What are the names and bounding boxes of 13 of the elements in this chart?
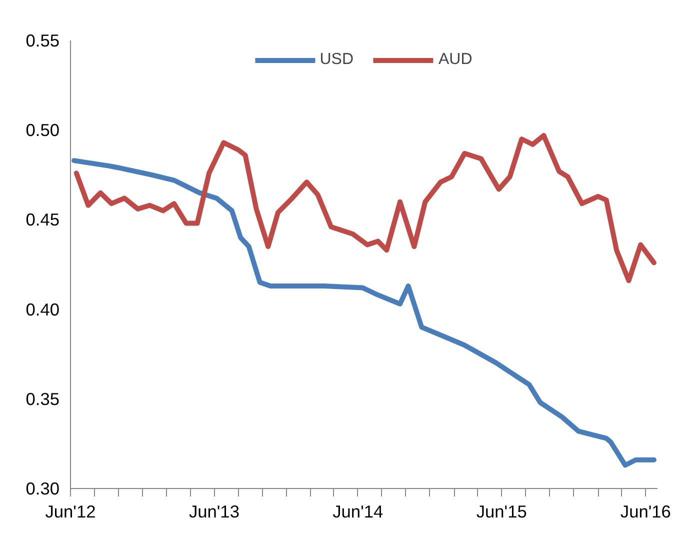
- y-tick-label: 0.40: [26, 299, 60, 320]
- x-tick-label: Jun'14: [332, 502, 384, 522]
- legend-label: USD: [320, 51, 354, 69]
- x-tick-label: Jun'12: [45, 502, 96, 522]
- x-tick-label: Jun'13: [188, 502, 240, 522]
- y-tick-label: 0.35: [26, 388, 60, 409]
- y-tick-label: 0.50: [26, 120, 60, 140]
- y-tick-label: 0.55: [26, 30, 60, 50]
- legend-label: AUD: [438, 51, 472, 69]
- y-tick-label: 0.45: [26, 210, 60, 230]
- y-tick-label: 0.30: [26, 478, 60, 498]
- x-tick-label: Jun'16: [620, 502, 671, 522]
- x-tick-label: Jun'15: [476, 502, 527, 522]
